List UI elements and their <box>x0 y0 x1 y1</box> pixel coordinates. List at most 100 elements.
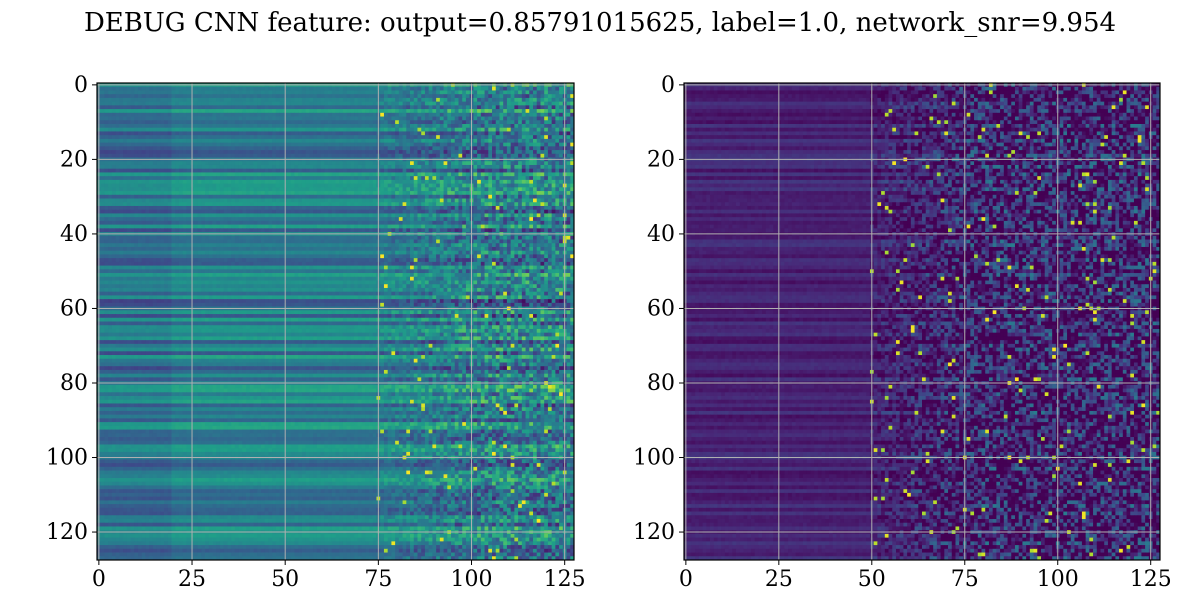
heatmap-cell <box>264 138 269 144</box>
heatmap-cell <box>387 172 392 177</box>
heatmap-cell <box>477 205 482 211</box>
heatmap-cell <box>186 116 191 121</box>
heatmap-cell <box>514 220 519 226</box>
heatmap-cell <box>137 224 143 229</box>
heatmap-cell <box>495 101 500 106</box>
heatmap-cell <box>402 86 407 91</box>
heatmap-cell <box>160 123 165 129</box>
heatmap-cell <box>536 209 541 214</box>
heatmap-cell <box>205 127 210 132</box>
heatmap-cell <box>566 150 571 155</box>
heatmap-cell <box>544 194 549 199</box>
heatmap-cell <box>298 202 303 207</box>
heatmap-cell <box>428 183 433 188</box>
heatmap-cell <box>402 120 407 125</box>
heatmap-cell <box>275 217 281 222</box>
heatmap-cell <box>436 161 441 166</box>
heatmap-cell <box>544 213 549 218</box>
heatmap-cell <box>547 90 553 95</box>
heatmap-cell <box>242 120 247 125</box>
heatmap-cell <box>141 138 146 144</box>
heatmap-cell <box>167 209 172 214</box>
heatmap-cell <box>216 209 221 214</box>
heatmap-cell <box>339 120 344 125</box>
heatmap-cell <box>197 101 202 106</box>
heatmap-cell <box>216 183 221 188</box>
heatmap-cell <box>171 97 176 103</box>
heatmap-cell <box>246 116 251 121</box>
heatmap-cell <box>447 205 452 211</box>
heatmap-cell <box>525 150 530 155</box>
heatmap-cell <box>156 142 161 147</box>
heatmap-cell <box>249 161 254 166</box>
heatmap-cell <box>279 205 284 211</box>
heatmap-cell <box>234 205 240 211</box>
heatmap-cell <box>354 131 359 136</box>
heatmap-cell <box>294 217 299 222</box>
heatmap-cell <box>264 176 269 181</box>
heatmap-cell <box>436 90 441 95</box>
heatmap-cell <box>372 183 377 188</box>
heatmap-cell <box>301 109 307 114</box>
heatmap-cell <box>451 86 456 91</box>
heatmap-cell <box>272 153 277 158</box>
heatmap-cell <box>264 127 269 132</box>
heatmap-cell <box>205 123 210 129</box>
heatmap-cell <box>391 202 396 207</box>
heatmap-cell <box>238 109 243 114</box>
heatmap-cell <box>152 213 158 218</box>
heatmap-cell <box>391 220 396 226</box>
heatmap-cell <box>193 138 199 144</box>
heatmap-cell <box>559 191 564 196</box>
heatmap-cell <box>242 97 247 103</box>
heatmap-cell <box>525 191 530 196</box>
heatmap-cell <box>473 172 478 177</box>
heatmap-cell <box>134 191 139 196</box>
heatmap-cell <box>387 194 392 199</box>
heatmap-cell <box>354 105 359 110</box>
heatmap-cell <box>398 187 403 192</box>
heatmap-cell <box>492 120 497 125</box>
heatmap-cell <box>559 123 564 129</box>
heatmap-cell <box>275 90 281 95</box>
heatmap-cell <box>495 153 500 158</box>
heatmap-cell <box>395 176 400 181</box>
heatmap-cell <box>294 179 299 185</box>
heatmap-cell <box>499 94 504 99</box>
heatmap-cell <box>305 138 310 144</box>
heatmap-cell <box>141 202 146 207</box>
heatmap-cell <box>249 127 254 132</box>
heatmap-cell <box>406 205 411 211</box>
heatmap-cell <box>465 224 471 229</box>
heatmap-cell <box>533 172 538 177</box>
heatmap-cell <box>201 202 206 207</box>
heatmap-cell <box>253 194 258 199</box>
heatmap-cell <box>335 220 340 226</box>
heatmap-cell <box>462 101 467 106</box>
heatmap-cell <box>372 205 377 211</box>
heatmap-cell <box>436 116 441 121</box>
heatmap-cell <box>227 213 232 218</box>
heatmap-cell <box>294 161 299 166</box>
heatmap-cell <box>473 187 478 192</box>
heatmap-cell <box>492 90 497 95</box>
heatmap-cell <box>171 194 176 199</box>
heatmap-cell <box>544 120 549 125</box>
heatmap-cell <box>208 109 213 114</box>
heatmap-cell <box>301 191 307 196</box>
heatmap-cell <box>477 116 482 121</box>
heatmap-cell <box>134 131 139 136</box>
heatmap-cell <box>402 209 407 214</box>
heatmap-cell <box>339 101 344 106</box>
heatmap-cell <box>167 94 172 99</box>
heatmap-cell <box>398 101 403 106</box>
heatmap-cell <box>555 198 560 203</box>
heatmap-cell <box>275 198 281 203</box>
heatmap-cell <box>242 150 247 155</box>
heatmap-cell <box>492 172 497 177</box>
heatmap-cell <box>301 94 307 99</box>
heatmap-cell <box>164 209 169 214</box>
heatmap-cell <box>525 205 530 211</box>
heatmap-cell <box>410 131 415 136</box>
heatmap-cell <box>130 138 135 144</box>
